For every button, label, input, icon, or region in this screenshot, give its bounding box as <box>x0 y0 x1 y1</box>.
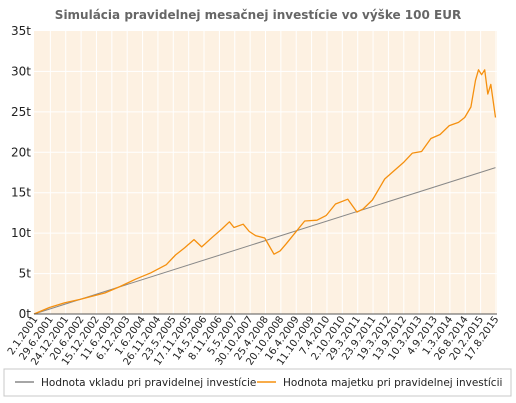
y-tick-label: 25t <box>11 105 31 119</box>
y-tick-label: 5t <box>19 267 32 281</box>
series-line-assets <box>33 69 497 315</box>
grid <box>34 31 497 314</box>
legend-box <box>3 368 512 397</box>
y-tick-label: 20t <box>11 145 31 159</box>
x-axis: 2.1.200129.6.200124.12.200120.6.200215.1… <box>6 313 501 368</box>
series-line-deposit <box>33 167 496 315</box>
y-tick-label: 10t <box>11 226 31 240</box>
legend-label-assets: Hodnota majetku pri pravidelnej investíc… <box>283 377 502 389</box>
y-tick-label: 0t <box>19 307 32 321</box>
y-tick-label: 30t <box>11 64 31 78</box>
y-tick-label: 35t <box>11 24 31 38</box>
legend-label-deposit: Hodnota vkladu pri pravidelnej investíci… <box>41 377 256 389</box>
series-layer <box>33 69 497 315</box>
chart-title: Simulácia pravidelnej mesačnej investíci… <box>55 8 461 22</box>
y-tick-label: 15t <box>11 186 31 200</box>
y-axis: 0t 5t 10t 15t 20t 25t 30t 35t <box>11 24 31 321</box>
